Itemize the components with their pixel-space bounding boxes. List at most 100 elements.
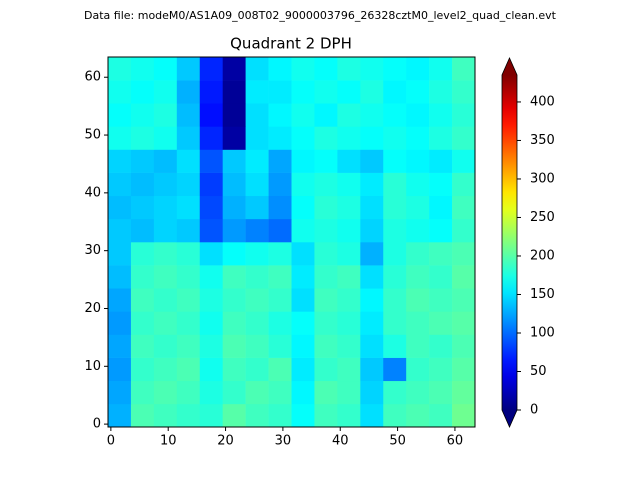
- heatmap-cell: [108, 103, 132, 127]
- heatmap-cell: [222, 334, 246, 358]
- heatmap-cell: [429, 195, 453, 220]
- heatmap-cell: [108, 172, 132, 197]
- heatmap-cell: [291, 57, 315, 81]
- heatmap-cell: [452, 172, 476, 197]
- heatmap-cell: [383, 357, 407, 382]
- heatmap-cell: [406, 357, 430, 382]
- y-tick-label: 60: [84, 70, 101, 85]
- heatmap-cell: [176, 311, 201, 335]
- heatmap-cell: [268, 242, 292, 266]
- heatmap-cell: [406, 334, 430, 358]
- heatmap-cell: [337, 242, 361, 266]
- heatmap-cell: [222, 380, 246, 405]
- heatmap-cell: [383, 380, 407, 405]
- heatmap-cell: [245, 380, 269, 405]
- heatmap-cell: [130, 265, 155, 289]
- heatmap-cell: [452, 103, 476, 127]
- heatmap-cell: [314, 380, 338, 405]
- heatmap-cell: [245, 57, 269, 81]
- heatmap-cell: [222, 103, 246, 127]
- heatmap-cell: [314, 172, 338, 197]
- heatmap-cell: [130, 288, 155, 312]
- heatmap-cell: [360, 288, 384, 312]
- heatmap-cell: [360, 57, 384, 81]
- heatmap-cell: [429, 103, 453, 127]
- heatmap-cell: [337, 80, 361, 104]
- heatmap-cell: [268, 380, 292, 405]
- heatmap-cell: [383, 195, 407, 220]
- heatmap-cell: [337, 126, 361, 150]
- heatmap-cell: [429, 311, 453, 335]
- heatmap-cell: [429, 126, 453, 150]
- heatmap-cell: [337, 311, 361, 335]
- heatmap-cell: [199, 242, 223, 266]
- heatmap-cell: [130, 357, 155, 382]
- colorbar-tick-label: 400: [530, 94, 555, 109]
- heatmap-cell: [360, 172, 384, 197]
- heatmap-cell: [314, 80, 338, 104]
- heatmap-cell: [199, 403, 223, 428]
- heatmap-cell: [245, 103, 269, 127]
- heatmap-cell: [108, 403, 132, 428]
- heatmap-cell: [245, 80, 269, 104]
- heatmap-cell: [153, 126, 178, 150]
- heatmap-cell: [360, 334, 384, 358]
- heatmap-cell: [268, 57, 292, 81]
- heatmap-cell: [291, 195, 315, 220]
- y-tick-label: 0: [93, 417, 101, 432]
- heatmap-cell: [314, 126, 338, 150]
- heatmap-cell: [268, 357, 292, 382]
- heatmap-cell: [268, 103, 292, 127]
- heatmap-cell: [130, 126, 155, 150]
- heatmap-cell: [314, 218, 338, 243]
- plot-frame: [107, 56, 476, 428]
- heatmap-cell: [383, 149, 407, 173]
- heatmap-cell: [360, 103, 384, 127]
- heatmap-cell: [360, 311, 384, 335]
- heatmap-cell: [406, 103, 430, 127]
- colorbar-frame: [501, 57, 518, 428]
- heatmap-cell: [176, 288, 201, 312]
- heatmap-cell: [383, 334, 407, 358]
- heatmap-cell: [452, 242, 476, 266]
- heatmap-cell: [199, 80, 223, 104]
- colorbar-extend-top: [502, 58, 517, 75]
- heatmap-cell: [268, 403, 292, 428]
- heatmap-cell: [153, 172, 178, 197]
- heatmap-cell: [130, 334, 155, 358]
- colorbar-tick-label: 0: [530, 403, 538, 418]
- heatmap-cell: [268, 80, 292, 104]
- heatmap-cell: [108, 265, 132, 289]
- heatmap-cell: [108, 195, 132, 220]
- heatmap-cell: [176, 57, 201, 81]
- heatmap-cell: [383, 103, 407, 127]
- heatmap-cell: [383, 218, 407, 243]
- heatmap-cell: [383, 126, 407, 150]
- heatmap-cell: [314, 57, 338, 81]
- heatmap-cell: [222, 357, 246, 382]
- y-tick-label: 10: [84, 359, 101, 374]
- heatmap-cell: [314, 288, 338, 312]
- y-tick-label: 20: [84, 301, 101, 316]
- heatmap-cell: [268, 288, 292, 312]
- heatmap-cell: [406, 380, 430, 405]
- heatmap-cell: [360, 149, 384, 173]
- heatmap-cell: [245, 357, 269, 382]
- heatmap-cell: [452, 380, 476, 405]
- heatmap-cell: [291, 403, 315, 428]
- heatmap-cell: [452, 57, 476, 81]
- heatmap-cell: [291, 126, 315, 150]
- heatmap-cell: [268, 195, 292, 220]
- heatmap-cell: [337, 172, 361, 197]
- colorbar: [502, 75, 517, 410]
- heatmap-cell: [314, 195, 338, 220]
- heatmap-cell: [153, 334, 178, 358]
- heatmap-cell: [153, 311, 178, 335]
- heatmap-cell: [337, 288, 361, 312]
- heatmap-cell: [245, 288, 269, 312]
- heatmap-cell: [360, 195, 384, 220]
- heatmap-cell: [314, 357, 338, 382]
- heatmap-cell: [176, 357, 201, 382]
